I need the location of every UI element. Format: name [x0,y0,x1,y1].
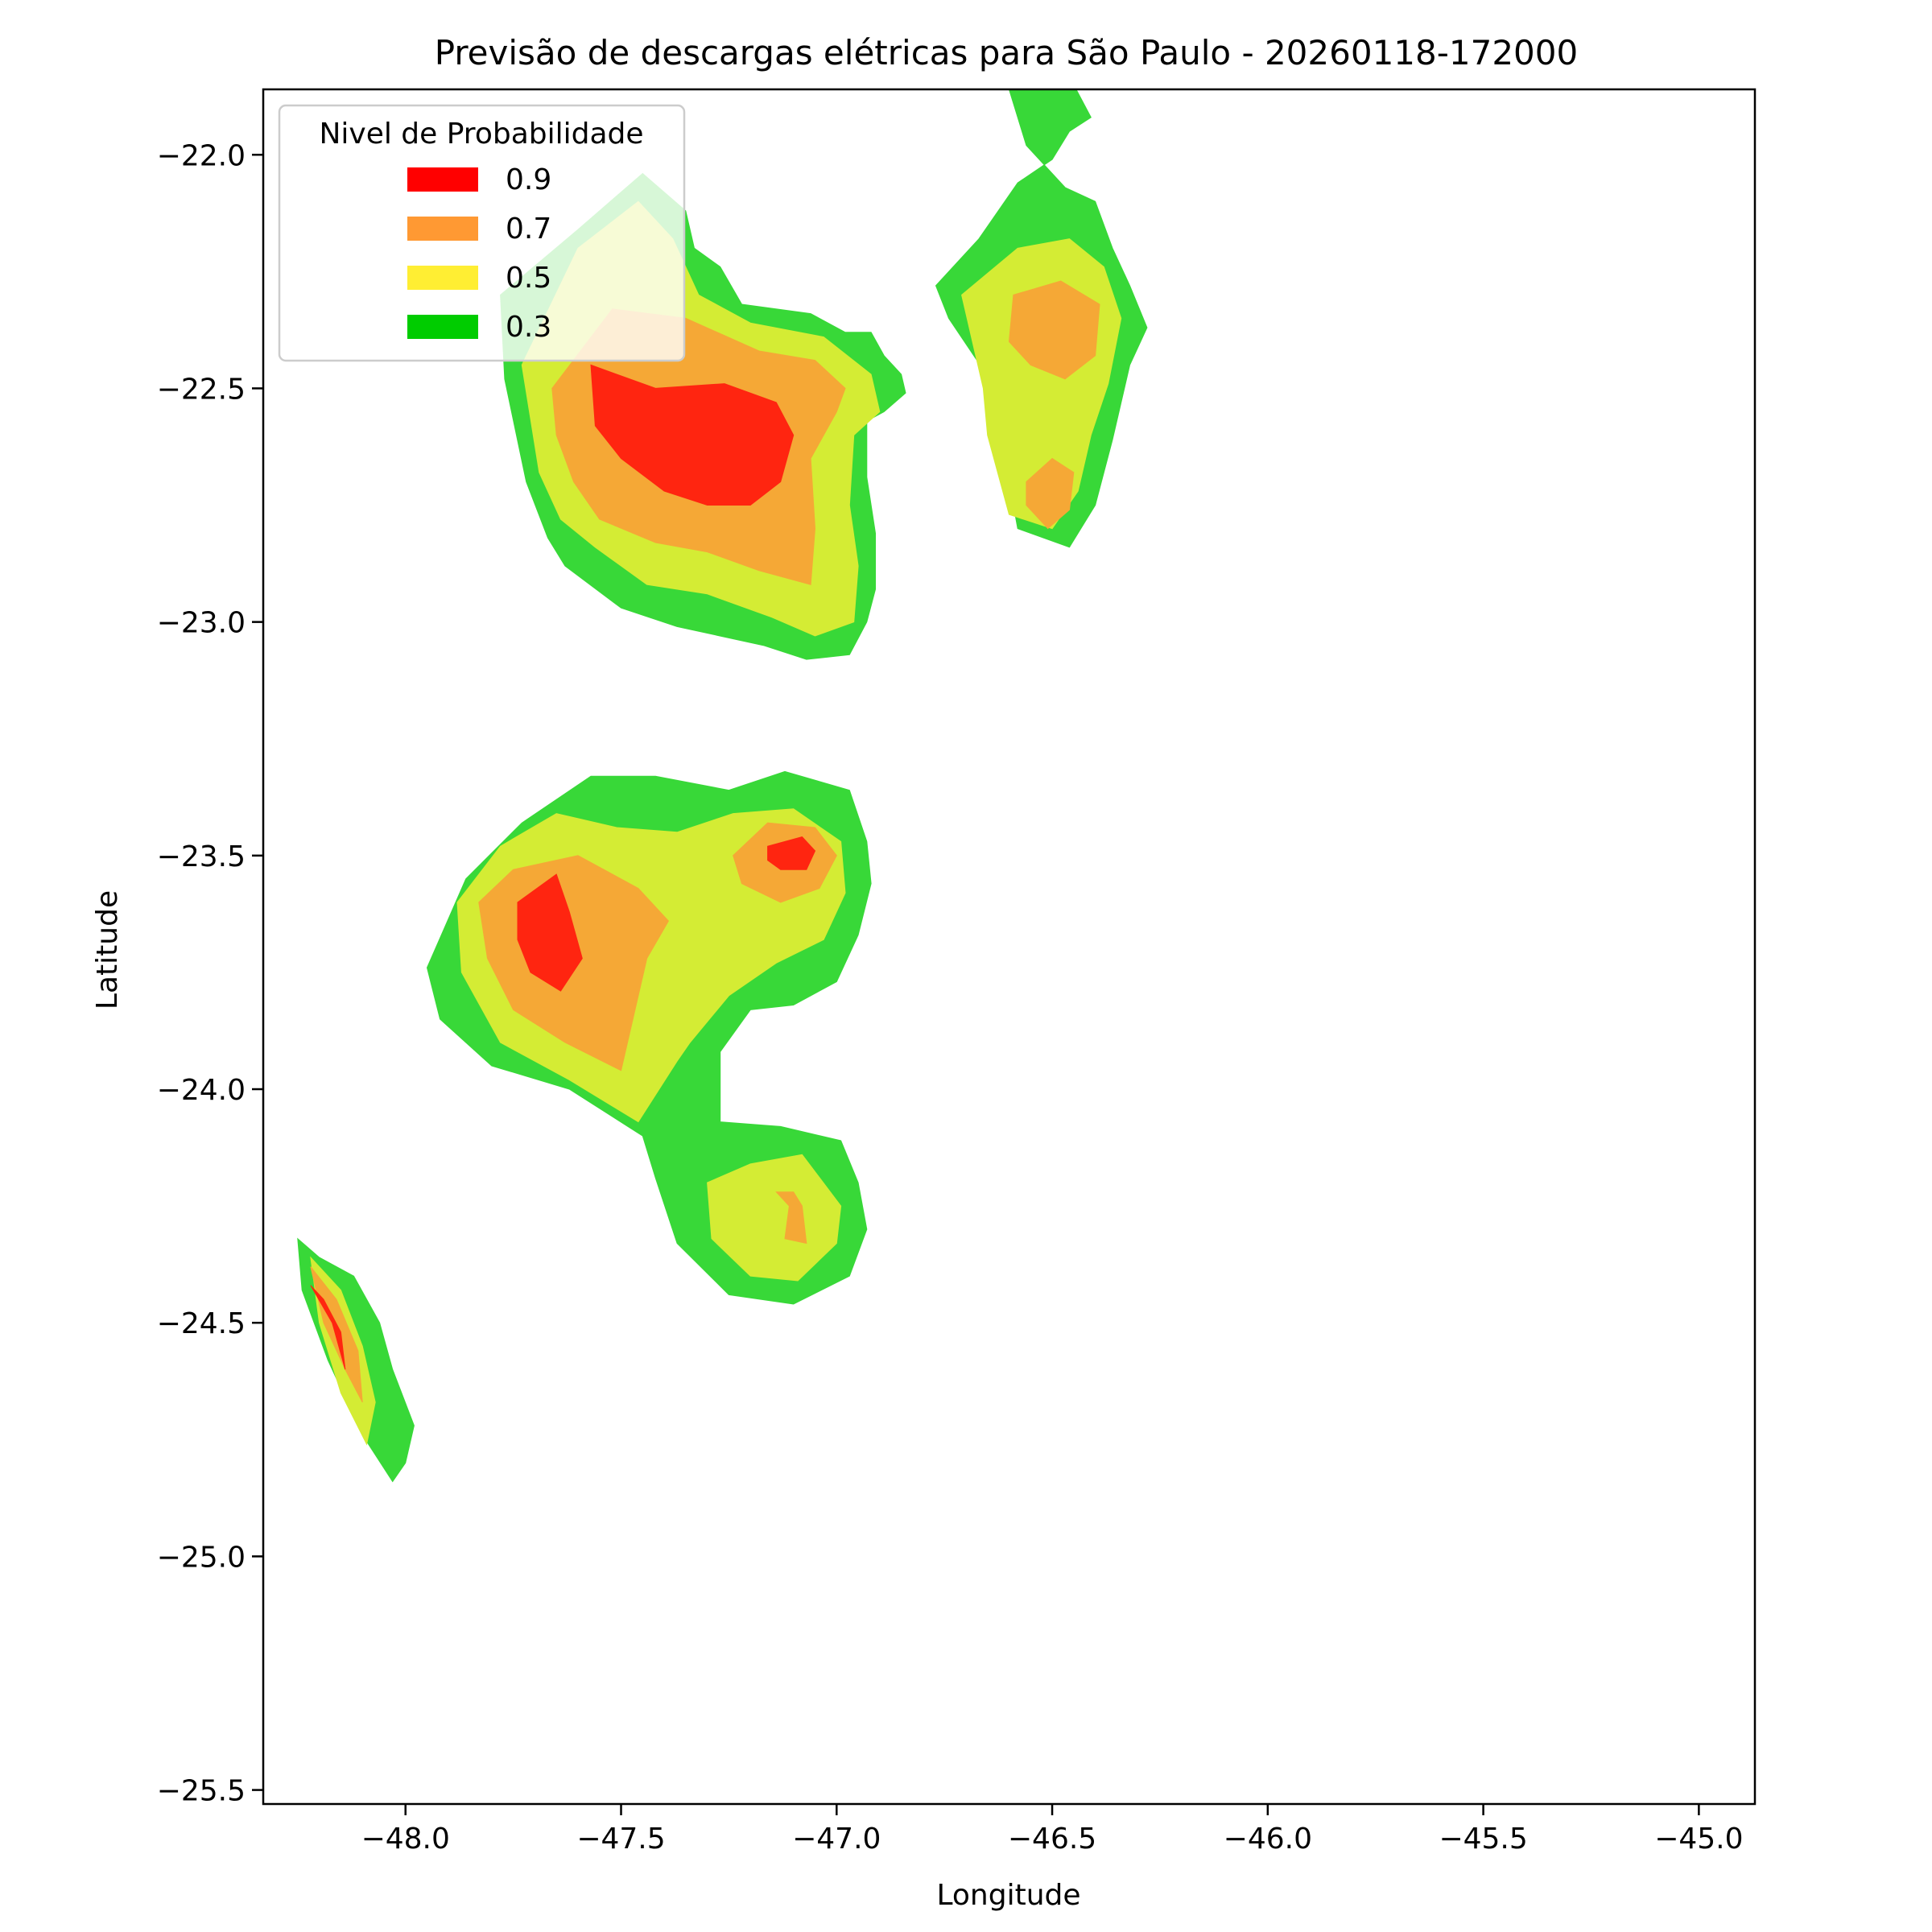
y-tick-label: −22.0 [157,139,246,172]
contour-level-09-area-3 [767,836,816,870]
y-tick-label: −25.5 [157,1775,246,1808]
contour-level-09-area-1 [590,364,795,506]
contour-level-09-area-2 [517,873,583,992]
legend-swatch [407,315,478,339]
legend-swatch [407,167,478,192]
contour-level-07-area-6 [775,1191,807,1245]
plot-area-frame [262,88,1757,1806]
contour-level-05-area-4 [707,1154,842,1282]
y-tick-label: −23.0 [157,607,246,640]
legend-swatch [407,217,478,241]
legend-box [278,104,686,362]
x-axis-label: Longitude [936,1879,1080,1912]
contour-level-07-area-3 [1026,457,1075,530]
y-axis-label: Latitude [91,890,124,1009]
legend-title: Nivel de Probabilidade [319,118,643,151]
y-tick-label: −24.5 [157,1307,246,1340]
legend-label: 0.7 [506,213,551,246]
contour-level-09-area-4 [310,1285,346,1370]
legend-label: 0.3 [506,311,551,344]
legend-label: 0.5 [506,262,551,295]
chart-title: Previsão de descargas elétricas para São… [435,33,1578,72]
y-axis: −22.0 −22.5 −23.0 −23.5 −24.0 −24.5 −25.0 −25.5 [157,139,263,1808]
y-tick-label: −22.5 [157,373,246,406]
legend: Nivel de Probabilidade 0.9 0.7 0.5 0.3 [278,104,686,362]
probability-contours [297,89,1148,1483]
x-tick-label: −47.5 [576,1823,665,1856]
x-tick-label: −46.0 [1224,1823,1312,1856]
x-tick-label: −48.0 [361,1823,450,1856]
legend-label: 0.9 [506,163,551,196]
x-tick-label: −45.0 [1654,1823,1743,1856]
x-tick-label: −47.0 [792,1823,881,1856]
x-tick-label: −46.5 [1008,1823,1096,1856]
x-axis: −48.0 −47.5 −47.0 −46.5 −46.0 −45.5 −45.0 [361,1804,1744,1856]
y-tick-label: −24.0 [157,1074,246,1107]
y-tick-label: −23.5 [157,840,246,873]
x-tick-label: −45.5 [1439,1823,1527,1856]
y-tick-label: −25.0 [157,1541,246,1574]
contour-level-07-area-2 [1008,280,1100,380]
legend-swatch [407,266,478,290]
